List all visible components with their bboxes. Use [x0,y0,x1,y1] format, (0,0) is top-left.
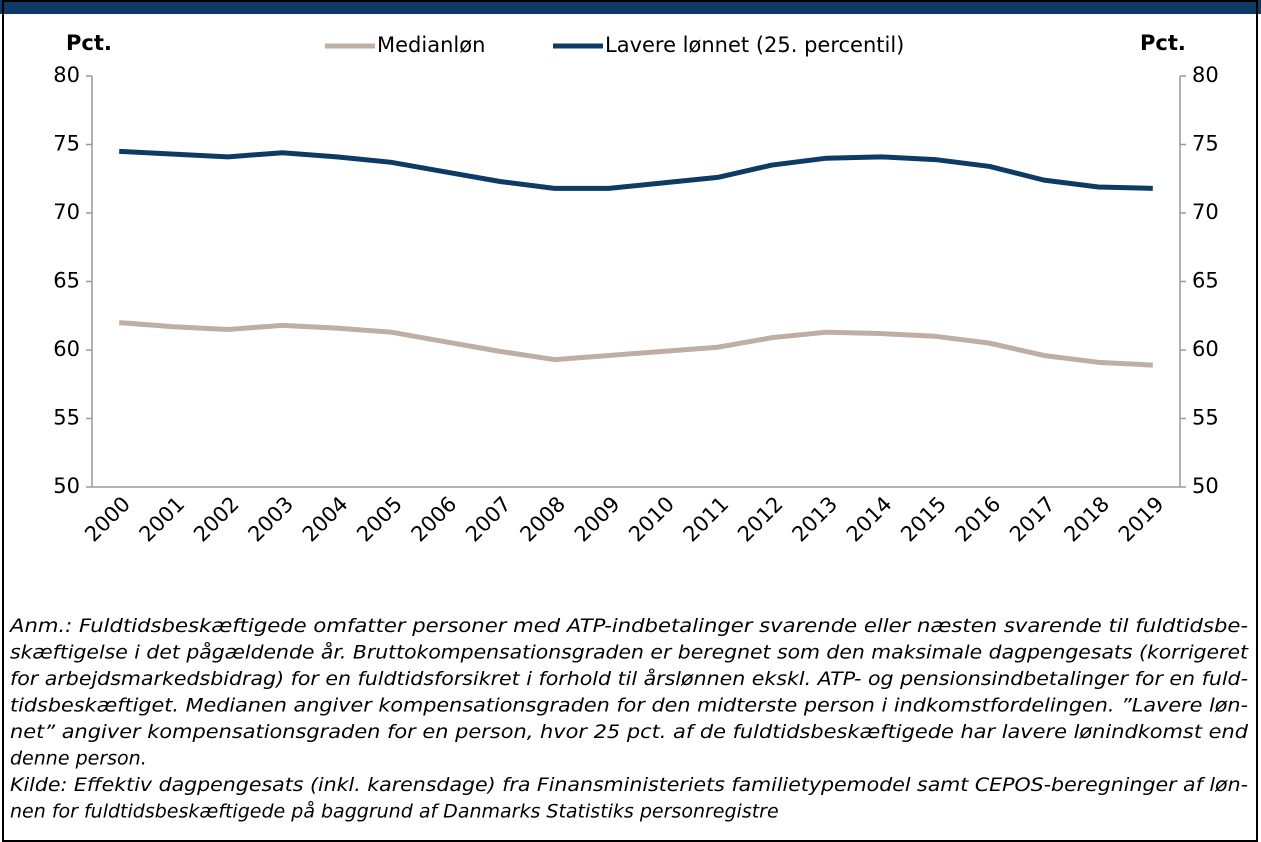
note-line: tidsbeskæftiget. Medianen angiver kompen… [10,695,1248,717]
x-tick-label: 2009 [570,492,625,547]
note-line: Kilde: Effektiv dagpengesats (inkl. kare… [10,774,1248,796]
y2-axis-label: Pct. [1140,31,1186,55]
x-tick-label: 2018 [1059,492,1114,547]
x-tick-label: 2007 [461,492,516,547]
note-line: nen for fuldtidsbeskæftigede på baggrund… [10,800,779,823]
y2-tick-label: 60 [1192,337,1219,361]
x-tick-label: 2013 [787,492,842,547]
y-tick-label: 80 [53,63,80,87]
x-tick-label: 2019 [1114,492,1169,547]
y2-tick-label: 80 [1192,63,1219,87]
y2-tick-label: 65 [1192,269,1219,293]
x-tick-label: 2012 [733,492,788,547]
y-tick-label: 75 [53,132,80,156]
y-tick-label: 50 [53,474,80,498]
x-tick-label: 2003 [243,492,298,547]
x-tick-label: 2001 [135,492,190,547]
y2-tick-label: 55 [1192,406,1219,430]
x-tick-label: 2016 [951,492,1006,547]
y-tick-label: 55 [53,406,80,430]
y-tick-label: 65 [53,269,80,293]
y2-tick-label: 70 [1192,200,1219,224]
x-tick-label: 2011 [679,492,734,547]
note-line: skæftigelse i det pågældende år. Bruttok… [10,641,1250,664]
y2-tick-label: 50 [1192,474,1219,498]
series-line [119,148,1153,191]
x-tick-label: 2006 [407,492,462,547]
y-tick-label: 70 [53,200,80,224]
x-tick-label: 2014 [842,492,897,547]
legend-label: Medianløn [377,33,485,57]
x-tick-label: 2004 [298,492,353,547]
note-line: Anm.: Fuldtidsbeskæftigede omfatter pers… [8,615,1248,637]
x-tick-label: 2015 [896,492,951,547]
series-line [119,320,1153,368]
note-line: for arbejdsmarkedsbidrag) for en fuldtid… [10,667,1248,690]
note-line: denne person. [10,748,147,770]
x-tick-label: 2002 [189,492,244,547]
y-tick-label: 60 [53,337,80,361]
legend-label: Lavere lønnet (25. percentil) [605,33,904,57]
x-tick-label: 2010 [624,492,679,547]
x-tick-label: 2017 [1005,492,1060,547]
x-tick-label: 2005 [352,492,407,547]
y2-tick-label: 75 [1192,132,1219,156]
note-line: net” angiver kompensationsgraden for en … [10,721,1249,743]
y-axis-label: Pct. [66,31,112,55]
x-tick-label: 2008 [515,492,570,547]
x-tick-label: 2000 [80,492,135,547]
header-band [0,0,1261,14]
